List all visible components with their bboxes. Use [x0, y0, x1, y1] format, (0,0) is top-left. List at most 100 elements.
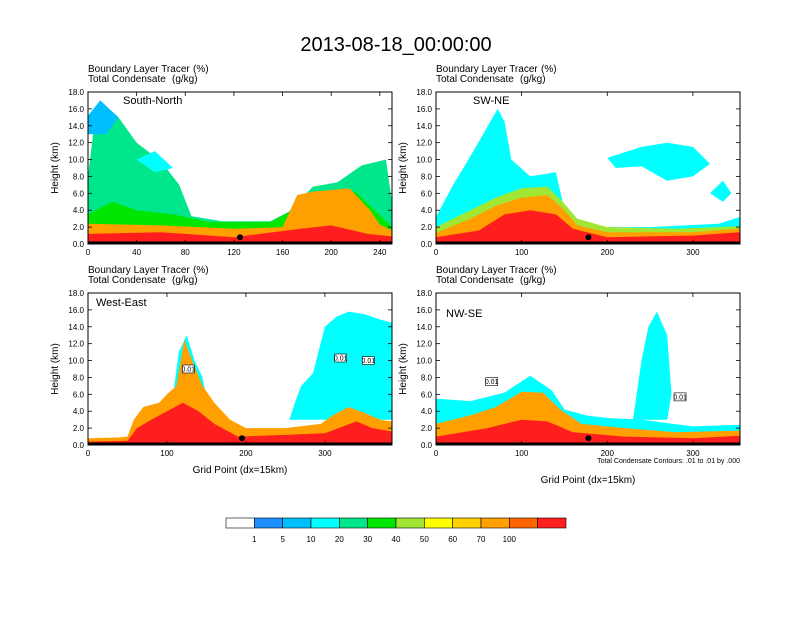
x-tick-label: 100: [515, 248, 529, 257]
colorbar-label: 10: [307, 535, 316, 544]
panel-unit-tracer: (%): [193, 64, 209, 75]
y-tick-label: 10.0: [416, 357, 432, 366]
panel-title-condensate: Total Condensate: [436, 275, 514, 286]
y-tick-label: 6.0: [421, 189, 433, 198]
x-tick-label: 0: [434, 449, 439, 458]
contour-label-box: [485, 377, 498, 386]
y-tick-label: 0.0: [421, 441, 433, 450]
y-tick-label: 4.0: [73, 407, 85, 416]
y-tick-label: 16.0: [416, 306, 432, 315]
x-tick-label: 160: [276, 248, 290, 257]
contour-label-box: [362, 356, 375, 365]
y-tick-label: 12.0: [68, 139, 84, 148]
y-tick-label: 0.0: [73, 240, 85, 249]
panel-label-box: [444, 307, 492, 320]
panel-label: West-East: [96, 297, 147, 309]
y-tick-label: 14.0: [68, 122, 84, 131]
panel-nw-se: Boundary Layer Tracer (%) Total Condensa…: [398, 265, 741, 486]
y-tick-label: 2.0: [73, 223, 85, 232]
tracer-region: [633, 311, 672, 420]
station-marker: [237, 234, 243, 241]
station-marker: [585, 435, 592, 442]
x-tick-label: 300: [686, 248, 700, 257]
panel-sw-ne: Boundary Layer Tracer (%) Total Condensa…: [398, 64, 741, 257]
panel-unit-tracer: (%): [193, 265, 209, 276]
colorbar-swatch: [225, 517, 255, 529]
y-tick-label: 16.0: [68, 105, 84, 114]
y-axis-label: Height (km): [398, 142, 409, 194]
station-marker: [585, 234, 592, 241]
contour-label: 0.01: [485, 379, 499, 386]
tracer-region: [88, 100, 119, 135]
contour-label: 0.01: [334, 356, 348, 363]
tracer-region: [436, 210, 740, 244]
colorbar-swatch: [424, 517, 453, 529]
panel-title-condensate: Total Condensate: [436, 74, 514, 85]
panel-south-north: Boundary Layer Tracer (%) Total Condensa…: [50, 64, 393, 257]
x-tick-label: 100: [515, 449, 529, 458]
tracer-region: [289, 311, 392, 420]
y-tick-label: 10.0: [416, 156, 432, 165]
y-tick-label: 8.0: [73, 172, 85, 181]
y-tick-label: 12.0: [416, 139, 432, 148]
colorbar-swatch: [537, 517, 567, 529]
y-tick-label: 8.0: [421, 172, 433, 181]
y-tick-label: 14.0: [416, 323, 432, 332]
y-tick-label: 0.0: [73, 441, 85, 450]
colorbar-swatch: [395, 517, 425, 529]
terrain: [436, 442, 740, 445]
y-tick-label: 2.0: [421, 223, 433, 232]
panel-title-tracer: Boundary Layer Tracer: [436, 265, 538, 276]
y-tick-label: 2.0: [73, 424, 85, 433]
y-tick-label: 10.0: [68, 156, 84, 165]
panel-label-box: [94, 296, 152, 309]
tracer-region: [436, 419, 740, 445]
panel-title-tracer: Boundary Layer Tracer: [436, 64, 538, 75]
colorbar-swatch: [452, 517, 482, 529]
panel-unit-condensate: (g/kg): [520, 275, 546, 286]
terrain: [88, 442, 392, 445]
tracer-region: [88, 225, 392, 244]
y-tick-label: 8.0: [73, 373, 85, 382]
colorbar-label: 70: [477, 535, 486, 544]
x-axis-label: Grid Point (dx=15km): [541, 475, 636, 486]
contour-label: 0.01: [361, 358, 375, 365]
plot-frame: [87, 91, 393, 245]
plot-frame: [435, 91, 741, 245]
x-tick-label: 200: [601, 449, 615, 458]
colorbar-label: 100: [503, 535, 517, 544]
panel-unit-condensate: (g/kg): [172, 275, 198, 286]
x-tick-label: 240: [373, 248, 387, 257]
colorbar-swatch: [339, 517, 368, 529]
y-tick-label: 6.0: [73, 189, 85, 198]
y-tick-label: 4.0: [421, 407, 433, 416]
terrain: [88, 241, 392, 244]
x-tick-label: 0: [434, 248, 439, 257]
panel-unit-tracer: (%): [541, 265, 557, 276]
contour-footnote: Total Condensate Contours: .01 to .01 by…: [597, 458, 740, 465]
y-tick-label: 14.0: [68, 323, 84, 332]
colorbar-swatch: [367, 517, 397, 529]
y-tick-label: 16.0: [416, 105, 432, 114]
panel-label-box: [471, 94, 519, 107]
contour-label: 0.01: [181, 367, 195, 374]
y-tick-label: 8.0: [421, 373, 433, 382]
y-tick-label: 12.0: [416, 340, 432, 349]
panel-label: NW-SE: [446, 308, 482, 320]
colorbar-swatch: [282, 517, 312, 529]
panel-unit-condensate: (g/kg): [520, 74, 546, 85]
panel-title-condensate: Total Condensate: [88, 275, 166, 286]
colorbar-label: 40: [392, 535, 401, 544]
y-axis-label: Height (km): [398, 343, 409, 395]
contour-label-box: [334, 353, 347, 363]
figure-title: 2013-08-18_00:00:00: [300, 34, 491, 56]
x-tick-label: 100: [160, 449, 174, 458]
panel-title-tracer: Boundary Layer Tracer: [88, 64, 190, 75]
tracer-region: [710, 180, 732, 202]
y-tick-label: 4.0: [421, 206, 433, 215]
y-tick-label: 4.0: [73, 206, 85, 215]
colorbar-swatch: [480, 517, 510, 529]
y-axis-label: Height (km): [50, 343, 61, 395]
colorbar-label: 30: [363, 535, 372, 544]
